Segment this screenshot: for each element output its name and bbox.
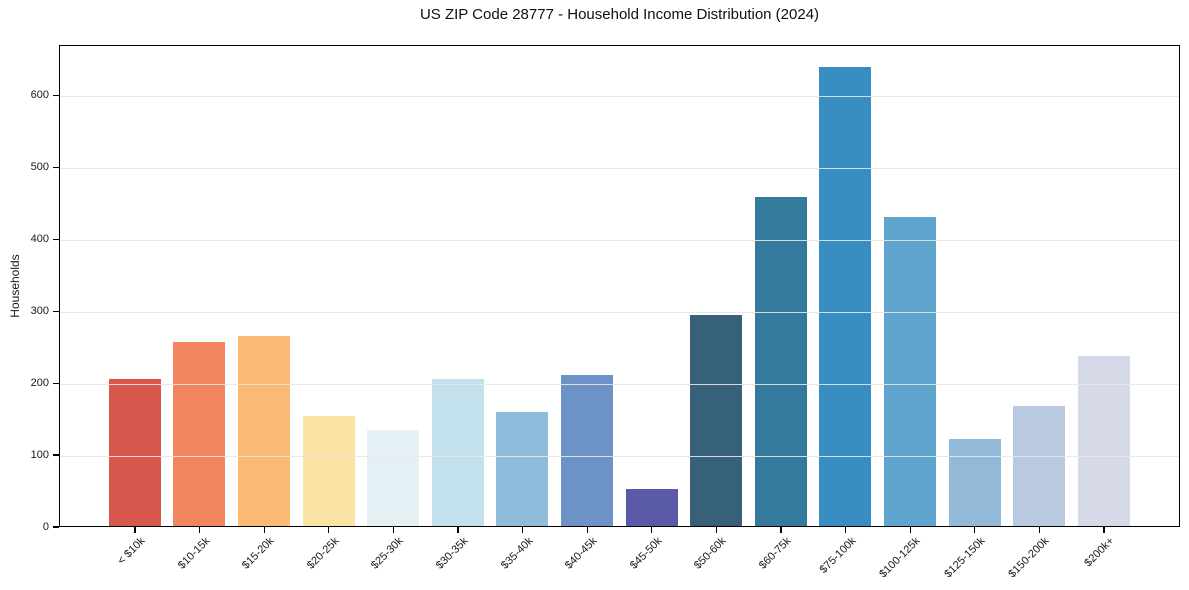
- bar-100-125k: [884, 217, 936, 526]
- y-tick-mark: [53, 166, 59, 168]
- y-tick-label: 200: [30, 377, 49, 390]
- y-tick-mark: [53, 526, 59, 528]
- x-tick-mark: [328, 527, 330, 533]
- gridline-y-200: [60, 383, 1179, 385]
- bar-150-200k: [1013, 405, 1066, 526]
- bar-15-20k: [238, 336, 290, 526]
- x-tick-mark: [392, 527, 394, 533]
- gridline-y-400: [60, 239, 1179, 241]
- x-tick-mark: [134, 527, 136, 533]
- bar-125-150k: [948, 438, 1001, 526]
- x-tick-mark: [263, 527, 265, 533]
- bar-20-25k: [302, 415, 355, 526]
- x-tick-mark: [780, 527, 782, 533]
- x-tick-label: < $10k: [115, 535, 148, 568]
- x-tick-mark: [651, 527, 653, 533]
- chart-title: US ZIP Code 28777 - Household Income Dis…: [419, 6, 820, 23]
- y-tick-mark: [53, 382, 59, 384]
- y-tick-mark: [53, 238, 59, 240]
- x-tick-mark: [457, 527, 459, 533]
- x-tick-mark: [522, 527, 524, 533]
- y-tick-label: 300: [30, 305, 49, 318]
- y-tick-mark: [53, 94, 59, 96]
- gridline-y-300: [60, 311, 1179, 313]
- x-tick-mark: [909, 527, 911, 533]
- y-tick-label: 400: [30, 233, 49, 246]
- x-tick-mark: [974, 527, 976, 533]
- y-tick-mark: [53, 310, 59, 312]
- y-tick-mark: [53, 454, 59, 456]
- bar-10-15k: [173, 341, 226, 526]
- bar-45-50k: [625, 489, 678, 526]
- x-tick-mark: [199, 527, 201, 533]
- bar-30-35k: [431, 379, 484, 526]
- x-tick-mark: [1103, 527, 1105, 533]
- x-tick-mark: [1038, 527, 1040, 533]
- bar-200k: [1077, 356, 1130, 526]
- gridline-y-600: [60, 95, 1179, 97]
- bar-10k: [108, 379, 161, 526]
- x-tick-mark: [586, 527, 588, 533]
- y-tick-label: 600: [30, 89, 49, 102]
- plot-area: [59, 45, 1180, 527]
- y-tick-label: 500: [30, 161, 49, 174]
- bar-35-40k: [496, 412, 549, 526]
- bar-60-75k: [754, 196, 807, 526]
- y-tick-label: 0: [42, 521, 49, 533]
- gridline-y-100: [60, 455, 1179, 457]
- x-tick-mark: [845, 527, 847, 533]
- bar-75-100k: [819, 67, 872, 526]
- gridline-y-500: [60, 167, 1179, 169]
- bar-50-60k: [690, 315, 743, 526]
- y-tick-label: 100: [30, 449, 49, 462]
- bar-40-45k: [561, 374, 613, 526]
- bar-25-30k: [367, 429, 420, 526]
- x-tick-mark: [715, 527, 717, 533]
